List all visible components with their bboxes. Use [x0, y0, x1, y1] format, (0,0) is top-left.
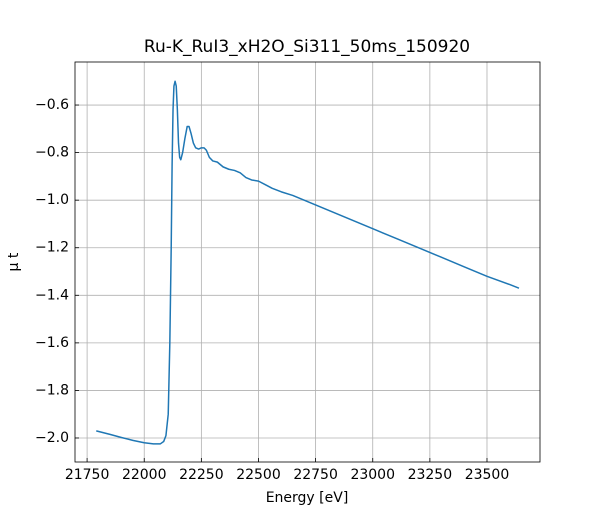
- x-axis-label: Energy [eV]: [266, 490, 349, 506]
- y-tick-label: −0.6: [35, 97, 69, 113]
- x-tick-label: 23500: [465, 467, 510, 483]
- y-tick-label: −0.8: [35, 145, 69, 161]
- y-tick-label: −2.0: [35, 430, 69, 446]
- x-tick-label: 22500: [236, 467, 281, 483]
- y-tick-label: −1.6: [35, 335, 69, 351]
- y-tick-label: −1.2: [35, 240, 69, 256]
- x-tick-label: 21750: [65, 467, 110, 483]
- plot: [96, 80, 520, 445]
- x-tick-label: 23000: [350, 467, 395, 483]
- y-tick-label: −1.0: [35, 192, 69, 208]
- x-tick-label: 22000: [122, 467, 167, 483]
- y-tick-label: −1.4: [35, 287, 69, 303]
- data-line: [96, 80, 520, 445]
- x-tick-label: 22250: [179, 467, 224, 483]
- x-tick-label: 22750: [293, 467, 338, 483]
- grid: 21750 22000 22250 22500 22750 23000 23250 23500…: [35, 62, 540, 483]
- y-axis-label: μ t: [6, 252, 22, 271]
- x-tick-label: 23250: [408, 467, 453, 483]
- y-tick-label: −1.8: [35, 382, 69, 398]
- chart-title: Ru-K_RuI3_xH2O_Si311_50ms_150920: [144, 37, 470, 57]
- axes-frame: [74, 61, 541, 463]
